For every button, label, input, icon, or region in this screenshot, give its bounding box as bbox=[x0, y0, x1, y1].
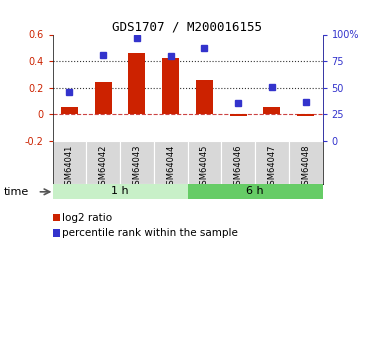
Title: GDS1707 / M200016155: GDS1707 / M200016155 bbox=[112, 20, 262, 33]
Bar bbox=[120, 141, 154, 184]
Text: GSM64042: GSM64042 bbox=[99, 144, 108, 190]
Bar bbox=[53, 141, 86, 184]
Bar bbox=[188, 141, 221, 184]
Bar bbox=[188, 184, 322, 199]
Bar bbox=[154, 141, 188, 184]
Bar bbox=[230, 114, 247, 116]
Text: GSM64043: GSM64043 bbox=[132, 144, 141, 190]
Text: GSM64041: GSM64041 bbox=[65, 144, 74, 190]
Bar bbox=[128, 53, 146, 114]
Bar bbox=[61, 107, 78, 114]
Bar bbox=[289, 141, 322, 184]
Bar bbox=[53, 184, 188, 199]
Bar bbox=[162, 58, 179, 114]
Text: log2 ratio: log2 ratio bbox=[62, 213, 112, 223]
Text: GSM64046: GSM64046 bbox=[234, 144, 243, 190]
Text: 6 h: 6 h bbox=[246, 187, 264, 197]
Text: time: time bbox=[4, 187, 29, 197]
Text: percentile rank within the sample: percentile rank within the sample bbox=[62, 228, 237, 238]
Bar bbox=[263, 107, 280, 114]
Text: 1 h: 1 h bbox=[111, 187, 129, 197]
Text: GSM64048: GSM64048 bbox=[301, 144, 310, 190]
Bar bbox=[86, 141, 120, 184]
Bar bbox=[94, 82, 112, 114]
Text: GSM64045: GSM64045 bbox=[200, 144, 209, 190]
Bar bbox=[196, 80, 213, 114]
Text: GSM64044: GSM64044 bbox=[166, 144, 175, 190]
Bar bbox=[221, 141, 255, 184]
Text: GSM64047: GSM64047 bbox=[267, 144, 276, 190]
Bar bbox=[255, 141, 289, 184]
Bar bbox=[297, 114, 314, 116]
